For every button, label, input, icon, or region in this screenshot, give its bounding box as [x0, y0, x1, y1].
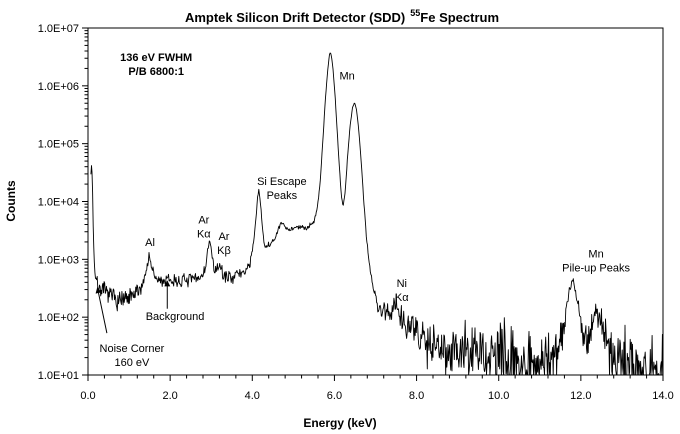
annotation-ar-ka-peak-label: Ar	[198, 214, 209, 226]
chart-title-prefix: Amptek Silicon Drift Detector (SDD)	[185, 10, 405, 25]
annotation-ni-ka-peak-label: Kα	[395, 292, 409, 304]
annotation-al-peak-label: Al	[145, 237, 155, 249]
y-tick-label: 1.0E+05	[38, 139, 79, 151]
annotation-si-escape-peaks-label: Si Escape	[257, 176, 307, 188]
annotations-layer: 136 eV FWHM P/B 6800:1 Al Ar Kα Ar Kβ Si Escape…	[95, 52, 630, 369]
annotation-noise-corner: Noise Corner 160 eV	[95, 287, 165, 369]
annotation-ar-kb-peak: Ar Kβ	[217, 231, 231, 257]
chart-title-suffix: Fe Spectrum	[420, 10, 499, 25]
annotation-mn-pileup-peaks-label: Mn	[588, 249, 603, 261]
x-tick-label: 14.0	[652, 390, 673, 402]
x-tick-label: 8.0	[409, 390, 424, 402]
annotation-mn-pileup-peaks: Mn Pile-up Peaks	[562, 249, 630, 275]
chart-title: Amptek Silicon Drift Detector (SDD) 55Fe …	[185, 8, 499, 25]
y-tick-label: 1.0E+07	[38, 23, 79, 35]
x-tick-label: 2.0	[162, 390, 177, 402]
chart-title-isotope-superscript: 55	[410, 8, 420, 18]
spectrum-series	[90, 52, 664, 376]
x-tick-label: 0.0	[80, 390, 95, 402]
y-axis-title: Counts	[4, 180, 18, 222]
y-tick-label: 1.0E+03	[38, 254, 79, 266]
y-tick-label: 1.0E+02	[38, 312, 79, 324]
annotation-noise-corner-arrow	[95, 287, 108, 334]
annotation-ar-kb-peak-label: Ar	[218, 231, 229, 243]
spectrum-path	[90, 52, 664, 376]
annotation-resolution-label: P/B 6800:1	[128, 66, 184, 78]
annotation-ni-ka-peak: Ni Kα	[395, 278, 409, 304]
x-axis-title: Energy (keV)	[303, 416, 376, 430]
x-tick-label: 4.0	[245, 390, 260, 402]
annotation-ni-ka-peak-label: Ni	[397, 278, 407, 290]
y-tick-label: 1.0E+01	[38, 370, 79, 382]
y-tick-label: 1.0E+04	[38, 197, 79, 209]
annotation-mn-pileup-peaks-label: Pile-up Peaks	[562, 263, 630, 275]
x-tick-label: 10.0	[488, 390, 509, 402]
axes-layer: 1.0E+01 1.0E+02 1.0E+03 1.0E+04 1.0E+05 1.0E+…	[38, 23, 674, 402]
x-tick-label: 6.0	[327, 390, 342, 402]
annotation-si-escape-peaks: Si Escape Peaks	[257, 176, 307, 202]
annotation-background: Background	[146, 280, 205, 323]
y-tick-label: 1.0E+06	[38, 81, 79, 93]
annotation-resolution-label: 136 eV FWHM	[120, 52, 192, 64]
x-tick-label: 12.0	[570, 390, 591, 402]
annotation-ar-kb-peak-label: Kβ	[217, 245, 231, 257]
annotation-resolution: 136 eV FWHM P/B 6800:1	[120, 52, 192, 78]
annotation-mn-peak: Mn	[340, 71, 355, 83]
annotation-ar-ka-peak-label: Kα	[197, 228, 211, 240]
annotation-background-label: Background	[146, 311, 205, 323]
annotation-si-escape-peaks-label: Peaks	[267, 190, 298, 202]
annotation-noise-corner-label: 160 eV	[115, 357, 151, 369]
annotation-mn-peak-label: Mn	[340, 71, 355, 83]
annotation-ar-ka-peak: Ar Kα	[197, 214, 211, 240]
annotation-noise-corner-label: Noise Corner	[100, 343, 165, 355]
annotation-al-peak: Al	[145, 237, 155, 249]
